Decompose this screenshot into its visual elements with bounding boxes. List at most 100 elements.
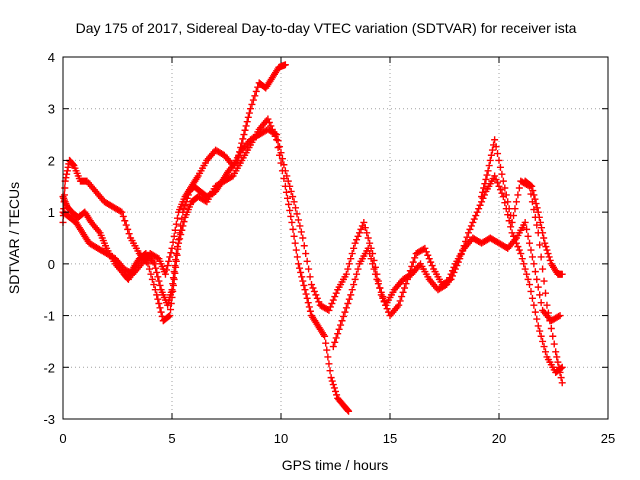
data-point xyxy=(171,262,179,270)
data-point xyxy=(155,277,163,285)
data-point xyxy=(521,265,529,273)
data-point xyxy=(306,307,314,315)
data-point xyxy=(555,363,563,371)
data-point xyxy=(333,391,341,399)
data-point xyxy=(427,258,435,266)
data-point xyxy=(504,198,512,206)
data-point xyxy=(287,212,295,220)
data-point xyxy=(332,334,340,342)
data-point xyxy=(536,241,544,249)
data-point xyxy=(540,234,548,242)
data-point xyxy=(444,277,452,285)
data-point xyxy=(121,217,129,225)
data-point xyxy=(360,218,368,226)
data-point xyxy=(241,126,249,134)
data-point xyxy=(306,273,314,281)
data-point xyxy=(554,358,562,366)
data-point xyxy=(443,281,451,289)
data-point xyxy=(244,113,252,121)
data-point xyxy=(518,255,526,263)
data-point xyxy=(150,281,158,289)
data-point xyxy=(170,275,178,283)
data-point xyxy=(153,268,161,276)
data-point xyxy=(172,257,180,265)
data-point xyxy=(549,332,557,340)
data-point xyxy=(173,214,181,222)
data-point xyxy=(539,337,547,345)
data-point xyxy=(290,198,298,206)
data-point xyxy=(119,212,127,220)
data-point xyxy=(280,161,288,169)
data-point xyxy=(169,287,177,295)
data-point xyxy=(364,244,372,252)
data-point xyxy=(546,256,554,264)
data-point xyxy=(556,368,564,376)
data-point xyxy=(476,201,484,209)
data-point xyxy=(441,281,449,289)
data-point xyxy=(425,255,433,263)
data-point xyxy=(369,260,377,268)
x-tick-label: 25 xyxy=(601,431,615,446)
data-point xyxy=(332,289,340,297)
data-point xyxy=(370,265,378,273)
data-point xyxy=(510,212,518,220)
data-point xyxy=(345,407,353,415)
data-point xyxy=(315,298,323,306)
data-point xyxy=(537,299,545,307)
data-point xyxy=(165,312,173,320)
data-point xyxy=(422,248,430,256)
data-point xyxy=(284,177,292,185)
y-tick-label: -3 xyxy=(43,412,55,427)
data-point xyxy=(338,317,346,325)
data-point xyxy=(530,191,538,199)
data-point xyxy=(351,275,359,283)
data-point xyxy=(543,246,551,254)
data-point xyxy=(480,184,488,192)
data-point xyxy=(357,225,365,233)
data-point xyxy=(501,184,509,192)
data-point xyxy=(488,146,496,154)
data-point xyxy=(296,222,304,230)
data-point xyxy=(533,275,541,283)
data-point xyxy=(122,221,130,229)
data-point xyxy=(330,384,338,392)
data-point xyxy=(63,170,71,178)
data-point xyxy=(329,296,337,304)
data-point xyxy=(276,143,284,151)
data-point xyxy=(310,287,318,295)
data-point xyxy=(157,308,165,316)
data-point xyxy=(399,288,407,296)
data-point xyxy=(342,304,350,312)
series-track-4 xyxy=(329,218,564,351)
data-point xyxy=(178,226,186,234)
data-point xyxy=(285,200,293,208)
data-point xyxy=(487,151,495,159)
y-tick-label: 3 xyxy=(48,102,55,117)
y-tick-label: 4 xyxy=(48,50,55,65)
data-point xyxy=(547,325,555,332)
data-point xyxy=(374,280,382,288)
data-point xyxy=(353,270,361,278)
data-point xyxy=(496,163,504,171)
data-point xyxy=(424,251,432,259)
data-point xyxy=(125,230,133,238)
data-point xyxy=(303,257,311,265)
data-point xyxy=(466,225,474,233)
data-point xyxy=(151,286,159,294)
data-point xyxy=(345,295,353,303)
data-point xyxy=(344,300,352,308)
data-point xyxy=(334,330,342,338)
data-point xyxy=(428,262,436,270)
data-point xyxy=(297,268,305,276)
data-point xyxy=(180,218,188,226)
data-point xyxy=(366,239,374,247)
data-point xyxy=(531,308,539,316)
data-point xyxy=(124,225,132,233)
data-point xyxy=(367,255,375,263)
series-track-6 xyxy=(521,177,566,278)
data-point xyxy=(328,300,336,308)
data-point xyxy=(341,308,349,316)
x-tick-label: 20 xyxy=(492,431,506,446)
data-point xyxy=(542,243,550,251)
data-point xyxy=(533,204,541,212)
